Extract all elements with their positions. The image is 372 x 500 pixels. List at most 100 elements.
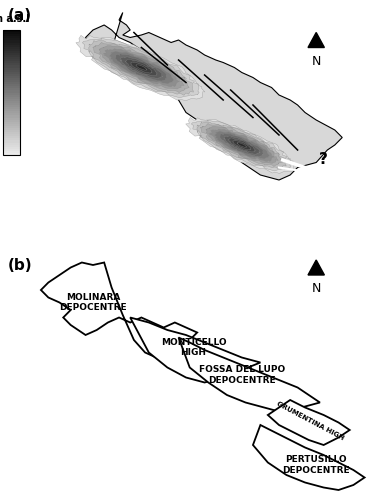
Polygon shape (120, 57, 163, 78)
Bar (3, 142, 20, 144)
Text: PERTUSILLO
DEPOCENTRE: PERTUSILLO DEPOCENTRE (282, 456, 350, 474)
Polygon shape (86, 12, 342, 180)
Bar (3, 105, 20, 107)
Polygon shape (82, 38, 199, 98)
Polygon shape (191, 120, 291, 171)
Bar (3, 52, 20, 55)
Polygon shape (115, 54, 167, 81)
Bar (3, 74, 20, 76)
Text: MONTICELLO
HIGH: MONTICELLO HIGH (161, 338, 226, 357)
Polygon shape (99, 46, 184, 89)
Polygon shape (89, 40, 193, 96)
Text: N: N (311, 282, 321, 296)
Bar (3, 100, 20, 103)
Polygon shape (268, 400, 350, 445)
Bar (3, 140, 20, 142)
Bar (3, 30, 20, 32)
Bar (3, 46, 20, 49)
Bar (3, 38, 20, 40)
Bar (3, 102, 20, 105)
Bar (3, 42, 20, 44)
Polygon shape (209, 129, 274, 162)
Bar (3, 92, 20, 94)
Bar (3, 67, 20, 70)
Bar (3, 61, 20, 64)
Bar (3, 111, 20, 114)
Polygon shape (253, 425, 365, 490)
Bar (3, 120, 20, 122)
Bar (3, 40, 20, 42)
Polygon shape (186, 118, 296, 174)
Polygon shape (76, 36, 205, 100)
Polygon shape (41, 262, 197, 358)
Text: (b): (b) (7, 258, 32, 272)
Bar (3, 113, 20, 116)
Polygon shape (131, 62, 152, 74)
Polygon shape (103, 48, 179, 86)
Polygon shape (179, 338, 320, 412)
Bar (3, 124, 20, 126)
Polygon shape (125, 59, 157, 76)
Bar (3, 94, 20, 96)
Bar (3, 144, 20, 146)
Bar (3, 34, 20, 36)
Polygon shape (206, 126, 278, 164)
Polygon shape (233, 140, 251, 150)
Bar (3, 150, 20, 153)
Text: FOSSA DEL LUPO
DEPOCENTRE: FOSSA DEL LUPO DEPOCENTRE (199, 366, 285, 384)
Bar (3, 88, 20, 90)
Bar (3, 90, 20, 92)
Text: N: N (311, 55, 321, 68)
Bar (3, 107, 20, 109)
Text: MOLINARA
DEPOCENTRE: MOLINARA DEPOCENTRE (59, 293, 127, 312)
Bar (3, 98, 20, 101)
Bar (3, 96, 20, 99)
Bar (3, 48, 20, 51)
Bar (3, 115, 20, 117)
Bar (3, 70, 20, 71)
Bar (3, 32, 20, 34)
Bar (3, 117, 20, 119)
Bar (3, 134, 20, 136)
Text: ?: ? (319, 152, 328, 168)
Bar (3, 82, 20, 84)
Bar (3, 59, 20, 61)
Bar (3, 132, 20, 134)
Bar (3, 136, 20, 138)
Bar (3, 72, 20, 74)
Bar (3, 146, 20, 149)
Bar (3, 128, 20, 130)
Bar (3, 130, 20, 132)
Bar (3, 152, 20, 155)
Polygon shape (200, 124, 283, 166)
Bar (3, 63, 20, 66)
Polygon shape (109, 51, 174, 84)
Bar (3, 65, 20, 68)
Bar (3, 54, 20, 57)
Polygon shape (197, 122, 286, 169)
Bar (3, 30, 20, 155)
Bar (3, 109, 20, 112)
Bar (3, 44, 20, 46)
Bar (3, 57, 20, 59)
Polygon shape (219, 133, 263, 156)
Polygon shape (224, 136, 260, 154)
Bar (3, 148, 20, 151)
Bar (3, 50, 20, 53)
Bar (3, 126, 20, 128)
Bar (3, 78, 20, 80)
Polygon shape (228, 138, 256, 152)
Polygon shape (215, 131, 269, 159)
Polygon shape (237, 142, 246, 148)
Polygon shape (308, 32, 324, 48)
Text: m a.s.l: m a.s.l (0, 14, 30, 24)
Bar (3, 36, 20, 38)
Polygon shape (136, 65, 147, 70)
Polygon shape (93, 42, 189, 92)
Bar (3, 138, 20, 140)
Text: (a): (a) (7, 8, 32, 22)
Bar (3, 76, 20, 78)
Bar (3, 86, 20, 88)
Text: GRUMENTINA HIGH: GRUMENTINA HIGH (276, 401, 345, 442)
Polygon shape (308, 260, 324, 275)
